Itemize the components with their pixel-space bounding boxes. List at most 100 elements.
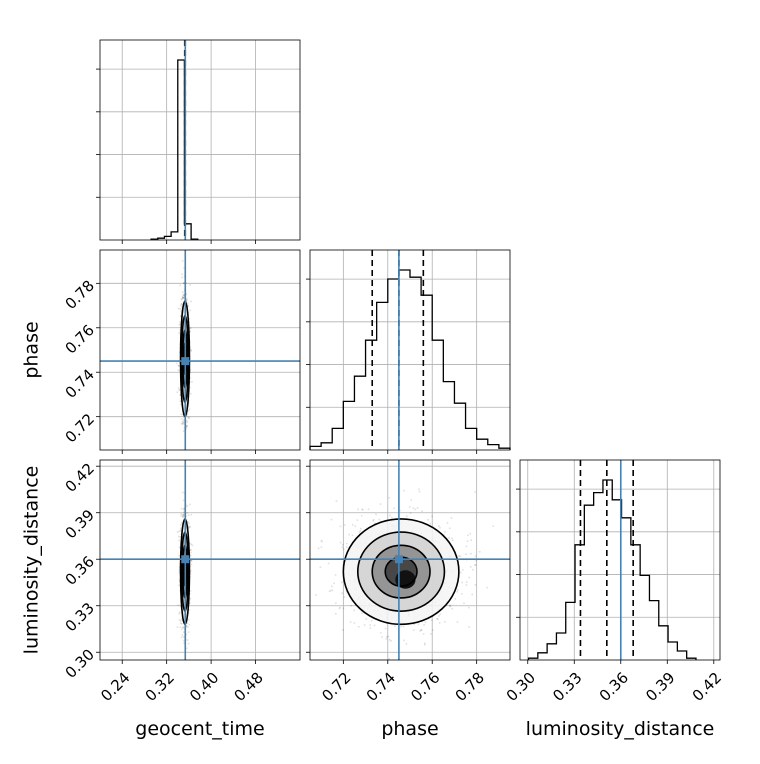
sample-point [181,273,183,275]
sample-point [181,291,184,294]
sample-point [185,299,188,302]
sample-point [389,514,391,517]
sample-point [373,624,376,627]
sample-point [317,547,320,550]
sample-point [461,592,463,595]
y-tick-label: 0.30 [62,646,98,682]
sample-point [416,507,419,509]
x-tick-label: 0.30 [503,669,539,705]
sample-point [410,499,413,501]
sample-point [393,507,395,510]
x-axis-label-phase: phase [381,718,438,740]
sample-point [183,509,186,512]
sample-point [524,547,526,549]
sample-point [384,627,387,630]
sample-point [451,539,454,542]
y-tick-label: 0.72 [62,410,98,446]
sample-point [423,624,425,626]
sample-point [180,524,182,526]
sample-point [358,625,360,628]
sample-point [186,622,189,625]
sample-point [177,369,180,372]
sample-point [190,300,192,303]
sample-point [436,617,438,620]
sample-point [180,298,183,300]
sample-point [469,532,472,535]
sample-point [430,619,433,622]
sample-point [188,602,191,604]
sample-point [183,642,185,644]
sample-point [403,639,405,642]
sample-point [189,597,192,600]
panel-frame-diag-geocent_time [99,39,301,241]
sample-point [183,419,185,421]
sample-point [189,371,192,373]
sample-point [181,305,183,308]
sample-point [188,623,191,626]
sample-point [183,427,186,430]
sample-point [187,311,190,314]
contour-line [342,518,460,626]
sample-point [190,349,192,351]
sample-point [186,421,188,424]
sample-point [349,621,352,623]
sample-point [181,295,184,297]
sample-point [467,534,469,537]
sample-point [178,323,181,326]
panel-geocent_time-vs-phase [96,249,301,454]
sample-point [181,418,183,420]
sample-point [190,559,193,562]
sample-point [342,548,345,550]
sample-point [328,590,331,593]
sample-point [178,611,181,614]
sample-point [188,416,191,419]
sample-point [187,527,190,529]
sample-point [335,602,337,604]
sample-point [175,362,178,365]
sample-point [353,609,355,612]
sample-point [188,526,190,529]
sample-point [181,260,184,262]
sample-point [188,408,191,411]
sample-point [190,563,193,566]
panel-frame [99,459,301,661]
panel-content [100,460,300,660]
sample-point [185,625,187,627]
sample-point [187,304,190,307]
sample-point [353,622,356,624]
sample-point [348,533,350,536]
sample-point [188,327,191,330]
sample-point [448,537,450,539]
x-tick-label: 0.32 [142,669,178,705]
sample-point [182,294,185,296]
sample-point [180,623,183,625]
sample-point [356,519,359,521]
x-axis-label-geocent_time: geocent_time [135,718,264,740]
panel-content [310,460,526,660]
sample-point [459,555,462,558]
sample-point [338,607,341,610]
sample-point [190,513,193,516]
sample-point [468,576,471,579]
sample-point [357,508,359,511]
sample-point [474,564,476,567]
sample-point [342,607,345,610]
sample-point [187,409,190,412]
sample-point [472,568,474,571]
histogram-phase [309,269,511,450]
sample-point [181,491,184,494]
sample-point [439,526,441,529]
sample-point [178,530,181,533]
sample-point [182,514,184,517]
sample-point [187,626,189,628]
sample-point [183,639,185,642]
sample-point [478,550,481,553]
truth-marker [394,555,403,564]
y-tick-label: 0.78 [62,277,98,313]
sample-point [465,553,467,556]
sample-point [388,638,391,641]
x-tick-label: 0.39 [642,669,678,705]
sample-point [185,625,188,627]
sample-point [448,527,451,530]
